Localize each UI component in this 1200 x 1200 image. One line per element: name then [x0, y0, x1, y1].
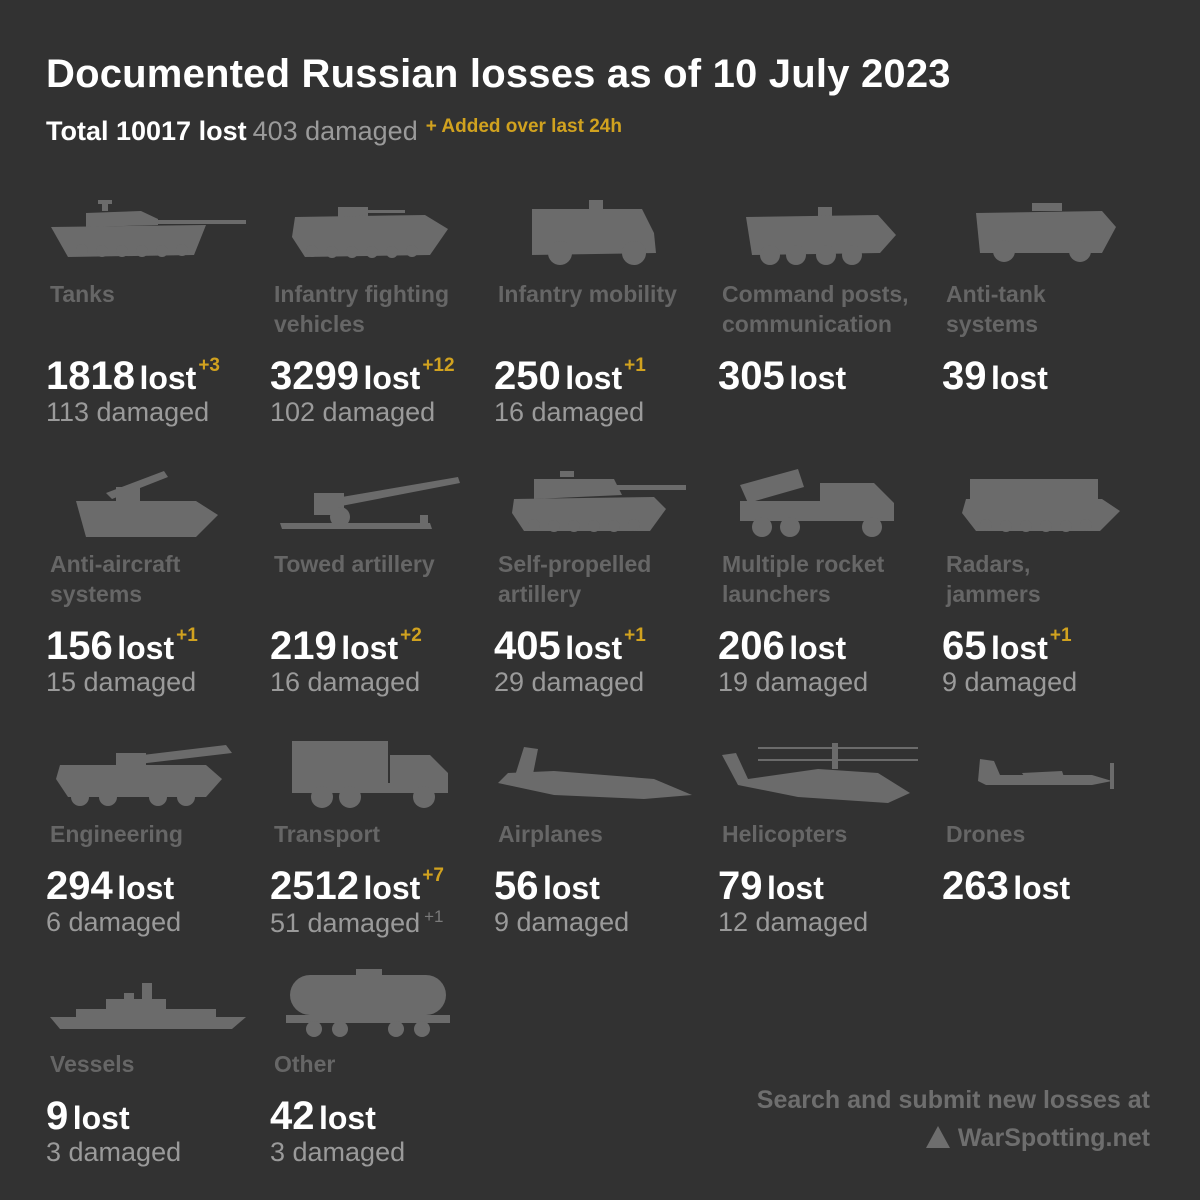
lost-count: 1818 lost +3 — [46, 354, 220, 398]
tank-icon — [46, 195, 246, 275]
lost-count: 9 lost — [46, 1094, 130, 1138]
category-label: Drones — [946, 821, 1026, 847]
damaged-count: 6 damaged — [46, 907, 182, 937]
category-label: Multiple rocket — [722, 551, 885, 577]
category-label: Transport — [274, 821, 381, 847]
drone-icon — [942, 735, 1142, 815]
category-label: Tanks — [50, 281, 115, 307]
tank-wagon-icon — [270, 965, 470, 1045]
category-label-line2: vehicles — [274, 311, 365, 337]
category-label-line2: communication — [722, 311, 892, 337]
totals-line: Total 10017 lost 403 damaged + Added over … — [46, 116, 622, 147]
damaged-count: 16 damaged — [270, 667, 421, 697]
category-label: Self-propelled — [498, 551, 652, 577]
damaged-count: 15 damaged — [46, 667, 197, 697]
category-label-line2: artillery — [498, 581, 582, 607]
ifv-icon — [270, 195, 470, 275]
radar-vehicle-icon — [942, 465, 1142, 545]
warspotting-logo-icon — [925, 1126, 950, 1148]
category-label: Other — [274, 1051, 336, 1077]
category-label: Vessels — [50, 1051, 135, 1077]
category-label: Engineering — [50, 821, 183, 847]
category-label: Anti-aircraft — [50, 551, 181, 577]
anti-aircraft-icon — [46, 465, 246, 545]
damaged-count: 12 damaged — [718, 907, 869, 937]
category-label-line2: launchers — [722, 581, 831, 607]
footer-link[interactable]: WarSpotting.net — [925, 1124, 1150, 1153]
lost-count: 405 lost +1 — [494, 624, 646, 668]
damaged-count: 3 damaged — [270, 1137, 406, 1167]
damaged-count: 9 damaged — [494, 907, 630, 937]
category-label: Radars, — [946, 551, 1031, 577]
page-title: Documented Russian losses as of 10 July … — [46, 52, 951, 96]
anti-tank-vehicle-icon — [942, 195, 1142, 275]
lost-count: 305 lost — [718, 354, 847, 398]
category-label: Helicopters — [722, 821, 848, 847]
lost-count: 250 lost +1 — [494, 354, 646, 398]
category-label: Anti-tank — [946, 281, 1046, 307]
damaged-count: 51 damaged +1 — [270, 907, 444, 938]
ship-icon — [46, 965, 246, 1045]
lost-count: 65 lost +1 — [942, 624, 1072, 668]
command-vehicle-icon — [718, 195, 918, 275]
damaged-count: 3 damaged — [46, 1137, 182, 1167]
lost-count: 56 lost — [494, 864, 600, 908]
category-label: Infantry fighting — [274, 281, 450, 307]
towed-gun-icon — [270, 465, 470, 545]
category-label: Towed artillery — [274, 551, 435, 577]
damaged-count: 16 damaged — [494, 397, 645, 427]
mrap-icon — [494, 195, 694, 275]
category-label-line2: jammers — [946, 581, 1041, 607]
airplane-icon — [494, 735, 694, 815]
damaged-count: 19 damaged — [718, 667, 869, 697]
lost-count: 3299 lost +12 — [270, 354, 455, 398]
mlrs-icon — [718, 465, 918, 545]
category-label-line2: systems — [50, 581, 143, 607]
lost-count: 39 lost — [942, 354, 1048, 398]
damaged-count: 113 damaged — [46, 397, 210, 427]
lost-count: 79 lost — [718, 864, 824, 908]
category-label: Command posts, — [722, 281, 909, 307]
total-lost: Total 10017 lost — [46, 116, 247, 146]
lost-count: 42 lost — [270, 1094, 376, 1138]
added-legend: + Added over last 24h — [425, 116, 622, 137]
damaged-count: 29 damaged — [494, 667, 645, 697]
damaged-count: 102 damaged — [270, 397, 436, 427]
lost-count: 2512 lost +7 — [270, 864, 444, 908]
damaged-count: 9 damaged — [942, 667, 1078, 697]
total-damaged: 403 damaged — [252, 116, 418, 146]
category-label: Infantry mobility — [498, 281, 677, 307]
lost-count: 294 lost — [46, 864, 175, 908]
category-label: Airplanes — [498, 821, 603, 847]
engineering-vehicle-icon — [46, 735, 246, 815]
category-label-line2: systems — [946, 311, 1039, 337]
lost-count: 263 lost — [942, 864, 1071, 908]
footer-text: Search and submit new losses at — [756, 1086, 1150, 1114]
spg-icon — [494, 465, 694, 545]
lost-count: 206 lost — [718, 624, 847, 668]
lost-count: 156 lost +1 — [46, 624, 198, 668]
helicopter-icon — [718, 735, 918, 815]
lost-count: 219 lost +2 — [270, 624, 422, 668]
truck-icon — [270, 735, 470, 815]
